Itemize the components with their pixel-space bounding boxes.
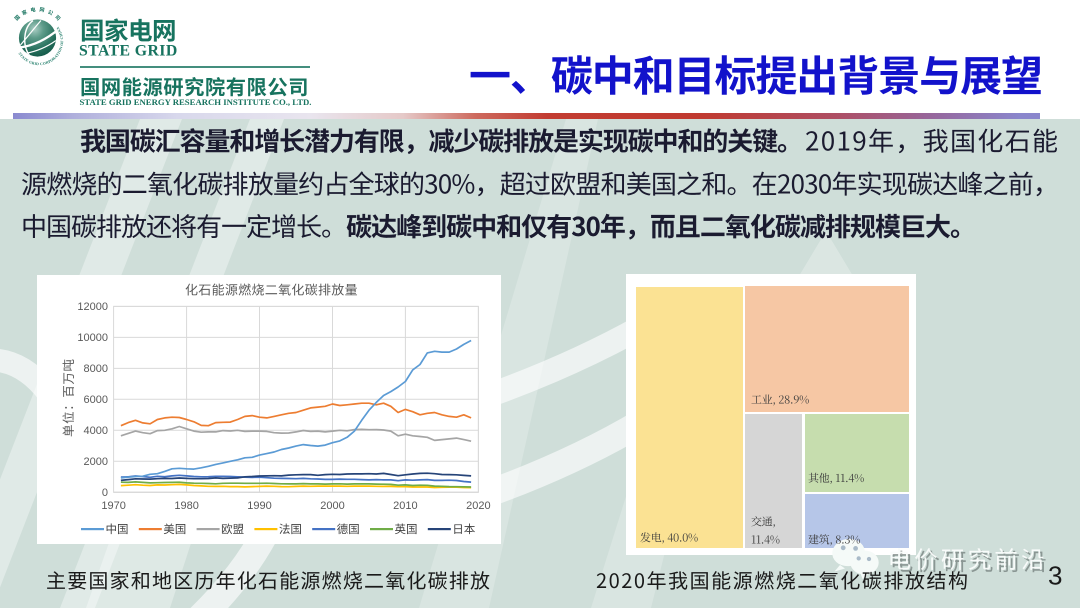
svg-text:1970: 1970	[101, 500, 125, 512]
svg-text:3: 3	[1048, 561, 1062, 591]
svg-text:6000: 6000	[84, 394, 108, 406]
svg-text:4000: 4000	[84, 425, 108, 437]
svg-text:1980: 1980	[174, 500, 198, 512]
svg-text:2010: 2010	[393, 500, 417, 512]
svg-text:2000: 2000	[84, 456, 108, 468]
svg-text:0: 0	[102, 487, 108, 499]
svg-text:2000: 2000	[320, 500, 344, 512]
svg-text:10000: 10000	[77, 332, 108, 344]
svg-text:STATE GRID ENERGY RESEARCH INS: STATE GRID ENERGY RESEARCH INSTITUTE CO.…	[80, 97, 312, 107]
svg-text:1990: 1990	[247, 500, 271, 512]
svg-text:12000: 12000	[77, 301, 108, 313]
svg-text:STATE GRID CORPORATION OF CHIN: STATE GRID CORPORATION OF CHINA	[18, 26, 65, 66]
svg-text:2020: 2020	[466, 500, 490, 512]
svg-text:8000: 8000	[84, 363, 108, 375]
svg-text:STATE GRID: STATE GRID	[79, 43, 178, 60]
